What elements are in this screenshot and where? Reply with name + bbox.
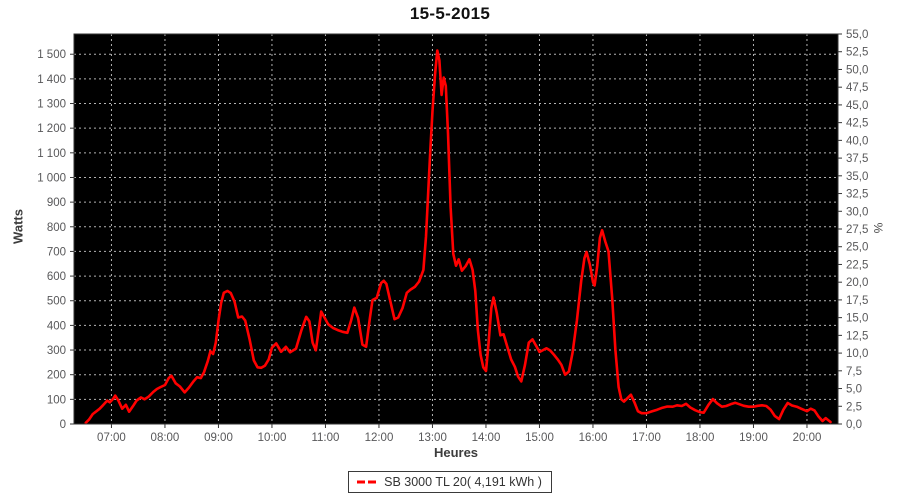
y-tick-label-watts: 0 — [60, 419, 66, 431]
y-tick-label-watts: 300 — [47, 345, 66, 357]
y-tick-label-percent: 25,0 — [846, 242, 868, 254]
y-tick-label-watts: 1 500 — [37, 49, 66, 61]
y-tick-label-percent: 5,0 — [846, 384, 862, 396]
y-tick-label-watts: 700 — [47, 246, 66, 258]
y-tick-label-percent: 47,5 — [846, 82, 868, 94]
y-tick-label-percent: 55,0 — [846, 29, 868, 41]
legend-box: SB 3000 TL 20( 4,191 kWh ) — [348, 471, 552, 493]
y-tick-label-percent: 7,5 — [846, 366, 862, 378]
y-axis-label-percent: % — [871, 222, 885, 234]
x-axis-label-heures: Heures — [433, 445, 479, 460]
y-tick-label-watts: 800 — [47, 222, 66, 234]
y-tick-label-watts: 100 — [47, 394, 66, 406]
x-tick-label: 08:00 — [151, 432, 180, 444]
y-tick-label-percent: 30,0 — [846, 206, 868, 218]
y-tick-label-watts: 1 000 — [37, 172, 66, 184]
x-tick-label: 18:00 — [686, 432, 715, 444]
y-tick-label-watts: 600 — [47, 271, 66, 283]
y-tick-label-watts: 400 — [47, 320, 66, 332]
y-tick-label-percent: 20,0 — [846, 277, 868, 289]
y-tick-label-percent: 2,5 — [846, 401, 862, 413]
y-tick-label-percent: 17,5 — [846, 295, 868, 307]
y-tick-label-watts: 1 400 — [37, 74, 66, 86]
x-tick-label: 07:00 — [97, 432, 126, 444]
x-tick-label: 09:00 — [204, 432, 233, 444]
x-tick-label: 14:00 — [472, 432, 501, 444]
y-tick-label-watts: 500 — [47, 296, 66, 308]
y-tick-label-percent: 40,0 — [846, 135, 868, 147]
y-tick-label-percent: 0,0 — [846, 419, 862, 431]
x-tick-label: 17:00 — [632, 432, 661, 444]
x-tick-label: 16:00 — [579, 432, 608, 444]
x-tick-label: 12:00 — [365, 432, 394, 444]
legend: SB 3000 TL 20( 4,191 kWh ) — [0, 471, 900, 493]
y-tick-label-watts: 200 — [47, 370, 66, 382]
y-tick-label-watts: 900 — [47, 197, 66, 209]
y-tick-label-percent: 52,5 — [846, 47, 868, 59]
x-tick-label: 20:00 — [793, 432, 822, 444]
legend-label: SB 3000 TL 20( 4,191 kWh ) — [384, 475, 542, 489]
series-swatch-icon — [357, 480, 378, 484]
series-line — [84, 49, 832, 425]
y-tick-label-percent: 22,5 — [846, 259, 868, 271]
y-tick-label-watts: 1 200 — [37, 123, 66, 135]
y-tick-label-percent: 32,5 — [846, 189, 868, 201]
y-tick-label-percent: 10,0 — [846, 348, 868, 360]
y-tick-label-watts: 1 300 — [37, 99, 66, 111]
y-tick-label-percent: 37,5 — [846, 153, 868, 165]
y-tick-label-percent: 42,5 — [846, 118, 868, 130]
y-tick-label-watts: 1 100 — [37, 148, 66, 160]
x-tick-label: 13:00 — [418, 432, 447, 444]
x-tick-label: 11:00 — [311, 432, 339, 444]
x-tick-label: 19:00 — [739, 432, 768, 444]
y-tick-label-percent: 50,0 — [846, 64, 868, 76]
y-tick-label-percent: 35,0 — [846, 171, 868, 183]
y-tick-label-percent: 45,0 — [846, 100, 868, 112]
x-tick-label: 10:00 — [258, 432, 287, 444]
y-tick-label-percent: 27,5 — [846, 224, 868, 236]
x-tick-label: 15:00 — [525, 432, 554, 444]
y-tick-label-percent: 12,5 — [846, 330, 868, 342]
y-axis-label-watts: Watts — [10, 209, 26, 244]
plot-area — [74, 34, 838, 424]
chart-title: 15-5-2015 — [409, 4, 491, 23]
chart-canvas: 0 100 200 300 400 500 600 700 800 900 1 000 1 100 1 … — [37, 29, 868, 444]
y-tick-label-percent: 15,0 — [846, 313, 868, 325]
